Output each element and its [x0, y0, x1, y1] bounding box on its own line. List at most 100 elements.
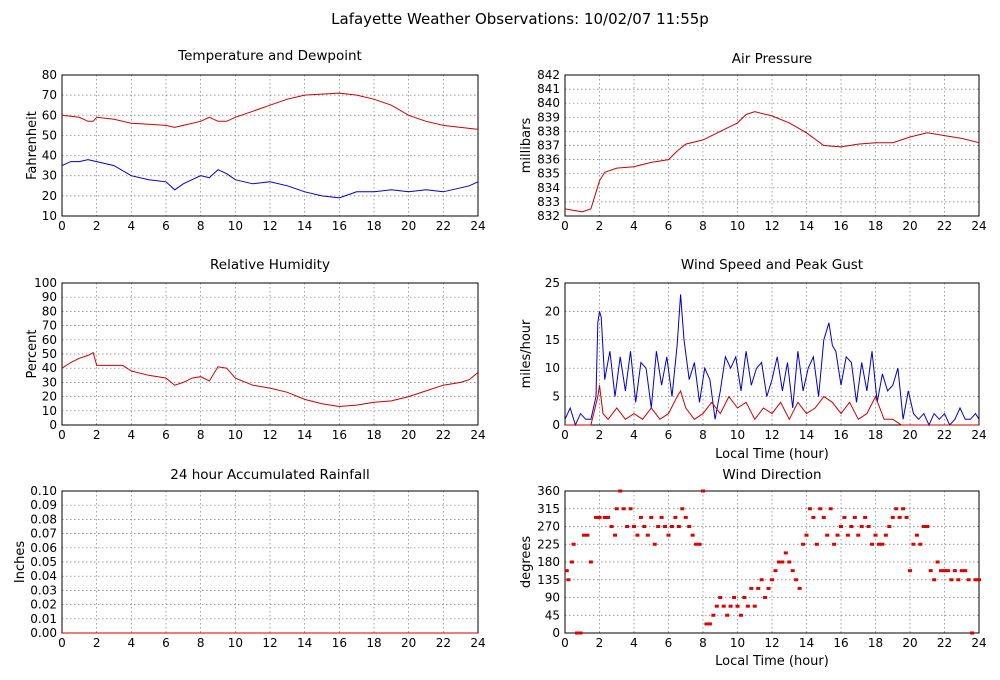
y-tick-label: 10 [545, 361, 560, 375]
plot-frame [61, 282, 479, 426]
plot-frame [564, 74, 980, 217]
data-point [973, 578, 978, 582]
data-point [690, 533, 695, 537]
y-tick-label: 0 [552, 626, 560, 640]
data-point [732, 596, 737, 599]
x-tick-label: 4 [630, 428, 638, 442]
y-tick-label: 0 [552, 418, 560, 432]
data-point [718, 596, 723, 599]
x-tick-label: 0 [561, 636, 569, 650]
y-tick-label: 832 [537, 209, 560, 223]
data-point [863, 515, 868, 519]
humidity-y-axis-label: Percent [25, 330, 40, 379]
data-point [597, 515, 602, 519]
data-point [904, 515, 909, 519]
y-tick-label: 10 [42, 404, 57, 418]
data-point [818, 507, 823, 511]
temp-series-line-2 [61, 159, 479, 199]
x-tick-label: 8 [699, 428, 707, 442]
x-tick-label: 10 [730, 428, 745, 442]
y-tick-label: 10 [42, 209, 57, 223]
y-tick-label: 135 [537, 573, 560, 587]
x-tick-label: 8 [197, 636, 205, 650]
y-tick-label: 0.05 [30, 555, 57, 569]
data-point [652, 542, 657, 546]
data-point [721, 604, 726, 608]
data-point [794, 578, 799, 582]
plot-frame [564, 490, 980, 634]
y-tick-label: 45 [545, 608, 560, 622]
x-tick-label: 4 [128, 219, 136, 233]
data-point [673, 515, 678, 519]
data-point [714, 604, 719, 608]
y-tick-label: 30 [42, 375, 57, 389]
y-tick-label: 80 [42, 304, 57, 318]
temp-y-axis-label: Fahrenheit [25, 111, 40, 180]
data-point [763, 596, 768, 599]
y-tick-label: 0.06 [30, 541, 57, 555]
data-point [575, 631, 580, 635]
x-tick-label: 4 [128, 636, 136, 650]
y-tick-label: 0.07 [30, 527, 57, 541]
data-point [666, 533, 671, 537]
data-point [569, 560, 574, 564]
humidity-series-line-1 [61, 351, 479, 408]
y-tick-label: 90 [545, 591, 560, 605]
x-tick-label: 22 [436, 636, 451, 650]
y-tick-label: 0.02 [30, 598, 57, 612]
x-tick-label: 14 [799, 636, 814, 650]
data-point [952, 569, 957, 573]
data-point [939, 569, 944, 573]
y-tick-label: 20 [42, 390, 57, 404]
data-point [873, 533, 878, 537]
data-point [614, 507, 619, 511]
data-point [649, 515, 654, 519]
y-tick-label: 0 [49, 418, 57, 432]
y-tick-label: 841 [537, 82, 560, 96]
data-point [883, 533, 888, 537]
x-tick-label: 20 [902, 428, 917, 442]
data-point [756, 586, 761, 590]
x-tick-label: 16 [332, 219, 347, 233]
x-tick-label: 22 [937, 636, 952, 650]
y-tick-label: 834 [537, 181, 560, 195]
data-point [807, 507, 812, 511]
data-point [849, 525, 854, 528]
x-tick-label: 22 [937, 428, 952, 442]
x-tick-label: 24 [470, 636, 485, 650]
data-point [897, 515, 902, 519]
data-point [694, 542, 699, 546]
x-tick-label: 18 [868, 219, 883, 233]
plot-frame [564, 282, 980, 426]
x-tick-label: 4 [630, 636, 638, 650]
y-tick-label: 25 [545, 276, 560, 290]
data-point [606, 515, 611, 519]
data-point [942, 569, 947, 573]
data-point [804, 533, 809, 537]
pressure-series-line-1 [564, 111, 980, 213]
data-point [659, 515, 664, 519]
y-tick-label: 842 [537, 68, 560, 82]
data-point [638, 515, 643, 519]
x-tick-label: 2 [596, 428, 604, 442]
x-tick-label: 12 [764, 428, 779, 442]
data-point [928, 569, 933, 573]
data-point [602, 515, 607, 519]
x-tick-label: 18 [366, 636, 381, 650]
x-tick-label: 24 [971, 219, 986, 233]
y-tick-label: 50 [42, 347, 57, 361]
x-tick-label: 12 [262, 219, 277, 233]
data-point [628, 507, 633, 511]
data-point [687, 525, 692, 528]
data-point [676, 525, 681, 528]
x-tick-label: 2 [596, 219, 604, 233]
x-tick-label: 8 [197, 428, 205, 442]
y-tick-label: 30 [42, 169, 57, 183]
y-tick-label: 50 [42, 128, 57, 142]
rain-y-axis-label: Inches [13, 541, 28, 583]
y-tick-label: 0.03 [30, 583, 57, 597]
pressure-title: Air Pressure [732, 51, 812, 67]
x-tick-label: 16 [833, 636, 848, 650]
data-point [766, 586, 771, 590]
